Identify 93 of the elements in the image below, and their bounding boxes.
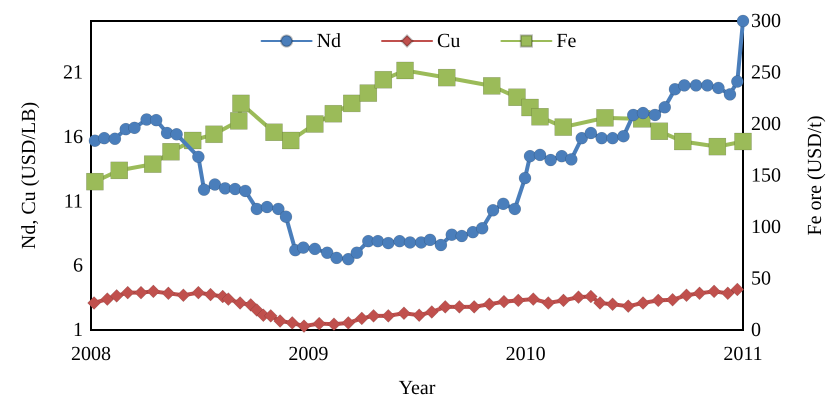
point bbox=[120, 286, 134, 300]
legend-label: Cu bbox=[437, 30, 460, 52]
point bbox=[162, 286, 176, 300]
point bbox=[734, 132, 752, 150]
y2-tick-label: 100 bbox=[751, 216, 781, 238]
point bbox=[680, 288, 694, 302]
point bbox=[467, 300, 481, 314]
point bbox=[342, 316, 356, 330]
y-tick-label: 11 bbox=[64, 190, 83, 212]
x-tick-label: 2011 bbox=[723, 343, 763, 365]
point bbox=[162, 143, 180, 161]
y-tick-label: 6 bbox=[73, 254, 83, 277]
point bbox=[205, 126, 223, 144]
point bbox=[692, 286, 706, 300]
point bbox=[264, 309, 278, 323]
point bbox=[593, 296, 607, 310]
point bbox=[232, 94, 250, 112]
point bbox=[554, 118, 572, 136]
point bbox=[100, 292, 114, 306]
y2-tick-label: 0 bbox=[751, 319, 761, 341]
point bbox=[134, 286, 148, 300]
point bbox=[412, 308, 426, 322]
point bbox=[483, 77, 501, 95]
point bbox=[327, 317, 341, 331]
x-tick-label: 2009 bbox=[288, 343, 328, 365]
x-tick-label: 2010 bbox=[506, 343, 546, 365]
point bbox=[382, 309, 396, 323]
point bbox=[306, 115, 324, 133]
point bbox=[144, 155, 162, 173]
point bbox=[204, 288, 218, 302]
point bbox=[176, 288, 190, 302]
point bbox=[650, 122, 668, 140]
point bbox=[556, 294, 570, 308]
point bbox=[425, 305, 439, 319]
point bbox=[86, 172, 104, 190]
point bbox=[110, 289, 124, 303]
point bbox=[707, 284, 721, 298]
y2-tick-label: 300 bbox=[751, 10, 781, 32]
point bbox=[622, 299, 635, 313]
point bbox=[497, 294, 511, 308]
point bbox=[222, 292, 236, 306]
y2-tick-label: 200 bbox=[751, 113, 781, 135]
point bbox=[360, 84, 378, 102]
point bbox=[366, 309, 380, 323]
point bbox=[312, 316, 326, 330]
point bbox=[324, 104, 342, 122]
point bbox=[666, 292, 680, 306]
point bbox=[572, 290, 586, 304]
y2-tick-label: 150 bbox=[751, 164, 781, 186]
point bbox=[730, 282, 744, 296]
y-axis-title: Nd, Cu (USD/LB) bbox=[18, 102, 40, 250]
y-tick-label: 21 bbox=[63, 62, 83, 84]
point bbox=[636, 296, 650, 310]
point bbox=[397, 306, 411, 320]
point bbox=[596, 109, 614, 127]
point bbox=[273, 314, 287, 328]
point bbox=[721, 286, 735, 300]
point bbox=[452, 300, 466, 314]
point bbox=[708, 138, 726, 156]
point bbox=[542, 296, 556, 310]
point bbox=[584, 290, 598, 304]
x-axis-title: Year bbox=[398, 377, 436, 399]
point bbox=[438, 68, 456, 86]
x-tick-label: 2008 bbox=[71, 343, 111, 365]
point bbox=[297, 319, 311, 333]
point bbox=[192, 286, 206, 300]
y2-axis-title: Fe ore (USD/t) bbox=[804, 116, 826, 236]
y-tick-label: 1 bbox=[73, 319, 83, 341]
point bbox=[230, 112, 248, 130]
point bbox=[286, 316, 299, 330]
point bbox=[355, 312, 369, 326]
point bbox=[396, 62, 414, 80]
y-tick-label: 16 bbox=[63, 126, 83, 148]
point bbox=[674, 132, 692, 150]
point bbox=[282, 132, 300, 150]
y2-tick-label: 250 bbox=[751, 62, 781, 84]
point bbox=[482, 298, 496, 311]
legend-label: Fe bbox=[556, 30, 577, 52]
point bbox=[110, 162, 128, 180]
y2-tick-label: 50 bbox=[751, 268, 771, 290]
legend-label: Nd bbox=[316, 30, 342, 52]
point bbox=[146, 284, 160, 298]
point bbox=[531, 108, 549, 126]
point bbox=[233, 296, 247, 310]
point bbox=[87, 296, 101, 310]
point bbox=[374, 70, 392, 88]
point bbox=[265, 123, 283, 141]
point bbox=[651, 294, 665, 308]
point bbox=[526, 292, 540, 306]
point bbox=[343, 94, 361, 112]
point bbox=[606, 298, 620, 311]
point bbox=[438, 300, 452, 314]
point bbox=[512, 294, 526, 308]
